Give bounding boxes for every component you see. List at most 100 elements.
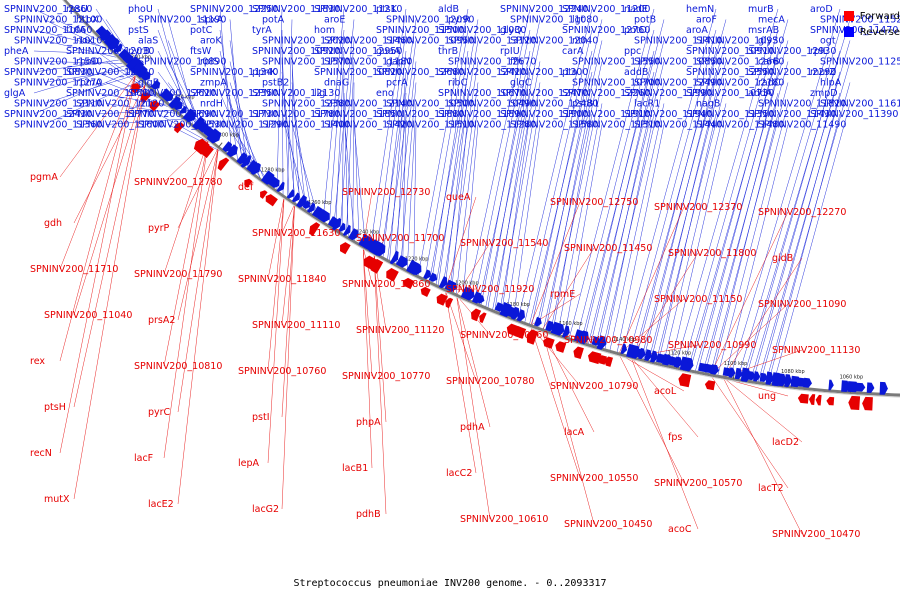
forward-gene-arrow xyxy=(309,222,321,237)
label-connector xyxy=(229,103,267,185)
gene-label: lacD2 xyxy=(772,437,799,448)
gene-label: glgC xyxy=(510,78,532,89)
label-connector xyxy=(541,329,595,525)
gene-label: SPNINV200_11910 xyxy=(562,109,650,120)
forward-gene-arrow xyxy=(265,194,278,207)
label-connector xyxy=(406,103,417,272)
gene-label: aroD xyxy=(810,4,833,15)
gene-label: SPNINV200_11400 xyxy=(262,120,350,131)
gene-label: SPNINV200_11690 xyxy=(128,109,216,120)
gene-label: zmpA xyxy=(200,78,227,89)
reverse-gene-arrow xyxy=(338,222,346,232)
gene-label: pstB2 xyxy=(262,78,289,89)
gene-label: lacA xyxy=(564,427,585,438)
label-connector xyxy=(564,124,603,338)
gene-label: SPNINV200_11580 xyxy=(510,120,598,131)
label-connector xyxy=(428,19,479,283)
gene-label: tufA xyxy=(66,25,86,36)
label-connector xyxy=(512,124,541,320)
label-connector xyxy=(291,61,301,208)
label-connector xyxy=(373,253,387,423)
label-connector xyxy=(557,103,603,336)
label-connector xyxy=(343,92,349,239)
gene-label: SPNINV200_11340 xyxy=(190,67,278,78)
gene-label: SPNINV200_11550 xyxy=(572,57,660,68)
gene-label: radC xyxy=(758,78,781,89)
reverse-gene-arrow xyxy=(879,381,888,395)
label-connector xyxy=(478,19,541,306)
gene-label: SPNINV200_11860 xyxy=(342,279,430,290)
gene-label: acoC xyxy=(668,524,692,535)
label-connector xyxy=(424,29,469,281)
gene-label: SPNINV200_10500 xyxy=(386,99,474,110)
gene-label: SPNINV200_12130 xyxy=(252,88,340,99)
gene-label: SPNINV200_13120 xyxy=(448,36,536,47)
label-connector xyxy=(689,50,779,372)
gene-label: pyrP xyxy=(148,223,170,234)
gene-label: hlpA xyxy=(820,78,842,89)
label-connector xyxy=(229,40,249,171)
gene-label: SPNINV200_11480 xyxy=(696,120,784,131)
reverse-gene-arrow xyxy=(728,367,736,378)
label-connector xyxy=(413,124,417,275)
gene-label: potC xyxy=(190,25,213,36)
gene-label: lgt xyxy=(572,15,585,26)
gene-label: recN xyxy=(30,448,52,459)
gene-label: lacB1 xyxy=(342,463,368,474)
forward-gene-arrow xyxy=(848,395,861,410)
gene-label: SPNINV200_11430 xyxy=(748,109,836,120)
gene-label: SPNINV200_11190 xyxy=(138,15,226,26)
gene-label: SPNINV200_11990 xyxy=(624,88,712,99)
label-connector xyxy=(431,50,469,284)
gene-label: ptsH xyxy=(44,402,66,413)
label-connector xyxy=(177,147,219,505)
gene-label: SPNINV200_12420 xyxy=(438,67,526,78)
gene-label: SPNINV200_10820 xyxy=(314,67,402,78)
reverse-gene-arrow xyxy=(141,71,151,81)
gene-label: msrAB xyxy=(748,25,779,36)
label-connector xyxy=(335,50,345,231)
forward-gene-arrow xyxy=(678,373,692,388)
gene-label: rplS xyxy=(200,57,219,68)
label-connector xyxy=(724,124,789,378)
gene-label: lacT2 xyxy=(758,483,784,494)
label-connector xyxy=(541,247,595,330)
reverse-gene-arrow xyxy=(423,269,431,280)
gene-label: htpX xyxy=(76,15,99,26)
gene-label: SPNINV200_11200 xyxy=(562,4,650,15)
reverse-gene-arrow xyxy=(545,320,555,332)
label-connector xyxy=(105,118,185,125)
reverse-gene-arrow xyxy=(747,371,756,381)
label-connector xyxy=(402,113,407,269)
genome-backbone-arc xyxy=(62,0,900,397)
gene-label: SPNINV200_12480 xyxy=(510,99,598,110)
label-connector xyxy=(633,19,727,358)
kbp-tick-label: 1160 kbp xyxy=(559,321,583,327)
gene-label: SPNINV200_11800 xyxy=(668,248,756,259)
label-connector xyxy=(473,29,531,304)
label-connector xyxy=(456,295,491,428)
label-connector xyxy=(749,40,851,382)
forward-gene-arrow xyxy=(555,341,567,353)
label-connector xyxy=(73,83,146,224)
reverse-gene-arrow xyxy=(222,141,232,152)
gene-label: SPNINV200_12370 xyxy=(654,202,742,213)
legend-reverse-swatch xyxy=(843,27,854,37)
label-connector xyxy=(281,203,295,418)
gene-label: gidB xyxy=(772,253,793,264)
gene-label: SPNINV200_12860 xyxy=(4,4,92,15)
gene-label: SPNINV200_11360 xyxy=(14,120,102,131)
gene-label: SPNINV200_11520 xyxy=(820,15,900,26)
gene-label: SPNINV200_10950 xyxy=(386,36,474,47)
reverse-gene-arrow xyxy=(159,88,174,102)
gene-label: rex xyxy=(30,356,45,367)
reverse-gene-arrow xyxy=(428,272,438,282)
gene-label: acoL xyxy=(654,386,677,397)
label-connector xyxy=(328,29,345,227)
label-connector xyxy=(59,74,137,270)
gene-label: SPNINV200_11350 xyxy=(686,109,774,120)
label-connector xyxy=(281,50,290,201)
label-connector xyxy=(444,196,477,291)
gene-label: nrdH xyxy=(200,99,223,110)
